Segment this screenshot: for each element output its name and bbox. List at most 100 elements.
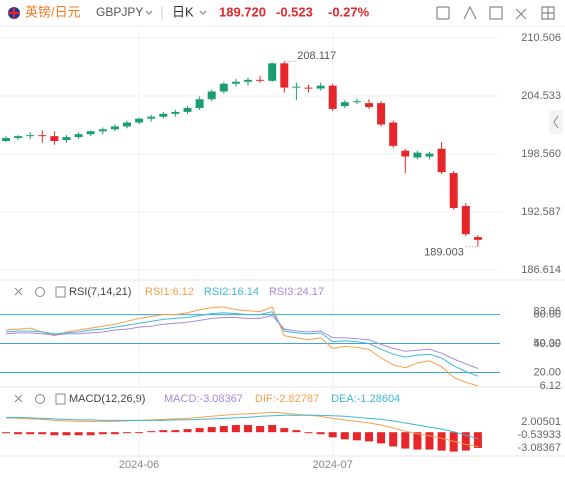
candle-body (171, 111, 180, 114)
legend-entry: RSI2:16.14 (204, 286, 259, 298)
legend-entry: RSI1:6.12 (145, 286, 194, 298)
side-panel-button[interactable] (549, 110, 563, 134)
indicator-title: MACD(12,26,9) (69, 393, 145, 405)
macd-bar (207, 427, 216, 433)
macd-bar (171, 430, 180, 433)
macd-bar (401, 432, 410, 449)
candle-body (413, 152, 422, 158)
candle-body (123, 122, 131, 127)
macd-bar (437, 432, 446, 451)
y-tick-label: 210.506 (521, 32, 561, 44)
candle-body (389, 122, 398, 146)
indicator-line (5, 306, 479, 387)
y-tick-label: 80.00 (533, 308, 561, 320)
instrument-name[interactable]: 英镑/日元 (25, 4, 81, 19)
candle-body (86, 131, 95, 135)
change-percent: -0.27% (328, 4, 370, 19)
tool-button[interactable] (463, 5, 477, 20)
macd-bar (292, 430, 301, 433)
candle-body (268, 63, 277, 81)
candle-body (195, 99, 204, 108)
candle-body (365, 103, 373, 108)
candle-body (449, 173, 458, 208)
candle-body (473, 237, 482, 240)
macd-bar (86, 432, 95, 436)
candle-body (110, 126, 119, 130)
macd-bar (280, 428, 289, 433)
x-tick-label: 2024-06 (119, 459, 159, 471)
candle-body (14, 136, 23, 139)
tool-button[interactable] (489, 6, 503, 20)
candle-body (244, 79, 252, 82)
indicator-line (5, 315, 479, 369)
y-tick-label: 186.614 (521, 264, 561, 276)
price: 189.720 (219, 4, 266, 19)
macd-bar (377, 432, 386, 444)
tool-button[interactable] (515, 8, 527, 20)
macd-bar (473, 432, 482, 448)
macd-bar (425, 432, 434, 450)
toggle-icon[interactable] (55, 286, 66, 298)
candle-body (401, 150, 410, 157)
dropdown-arrow[interactable] (199, 10, 207, 15)
candle-body (74, 134, 83, 138)
y-tick-label: 50.00 (533, 337, 561, 349)
candle-body (135, 118, 144, 123)
flag-cross (8, 7, 20, 19)
close-icon[interactable] (14, 287, 23, 296)
macd-bar (256, 426, 265, 433)
candle-body (98, 129, 107, 132)
dropdown-arrow[interactable] (145, 10, 153, 15)
legend-entry: DEA:-1.28604 (331, 393, 400, 405)
candle-body (292, 86, 301, 88)
candle-body (352, 101, 361, 103)
range-label: 83.06 (533, 306, 561, 318)
macd-bar (38, 432, 47, 435)
macd-bar (62, 432, 71, 436)
candle-body (340, 102, 349, 107)
candle-body (304, 87, 313, 89)
macd-bar (14, 432, 23, 435)
period[interactable]: 日K (172, 4, 194, 19)
instrument-symbol[interactable]: GBPJPY (96, 5, 143, 19)
macd-bar (74, 432, 83, 436)
high-annotation: 208.117 (297, 50, 336, 62)
candle-body (328, 85, 337, 109)
tool-button[interactable] (541, 6, 555, 20)
macd-bar (340, 432, 349, 440)
y-tick-label: 2.00501 (521, 416, 561, 428)
settings-icon[interactable] (35, 394, 45, 404)
range-label: 49.39 (533, 338, 561, 350)
candle-body (461, 206, 470, 235)
range-label: 6.12 (540, 380, 561, 392)
y-tick-label: 204.533 (521, 90, 561, 102)
y-tick-label: -3.08367 (518, 442, 561, 454)
legend-entry: MACD:-3.08367 (164, 393, 243, 405)
toggle-icon[interactable] (55, 393, 66, 405)
tool-button[interactable] (436, 6, 450, 20)
candle-body (280, 63, 289, 88)
macd-bar (2, 432, 10, 434)
close-icon[interactable] (14, 394, 23, 403)
low-annotation: 189.003 (424, 247, 464, 259)
macd-bar (147, 431, 156, 433)
macd-bar (268, 425, 277, 433)
candle-body (231, 81, 240, 84)
macd-bar (328, 432, 337, 438)
candle-body (183, 107, 192, 112)
macd-bar (123, 432, 131, 434)
macd-bar (219, 426, 228, 433)
candle-body (425, 153, 434, 157)
macd-bar (26, 432, 35, 435)
candle-body (38, 135, 47, 137)
macd-bar (352, 432, 361, 441)
settings-icon[interactable] (35, 287, 45, 297)
candle-body (62, 137, 71, 141)
macd-bar (195, 428, 204, 433)
macd-bar (316, 432, 325, 435)
y-tick-label: -0.53933 (518, 429, 561, 441)
macd-bar (389, 432, 398, 447)
side-arrow[interactable] (553, 115, 559, 129)
